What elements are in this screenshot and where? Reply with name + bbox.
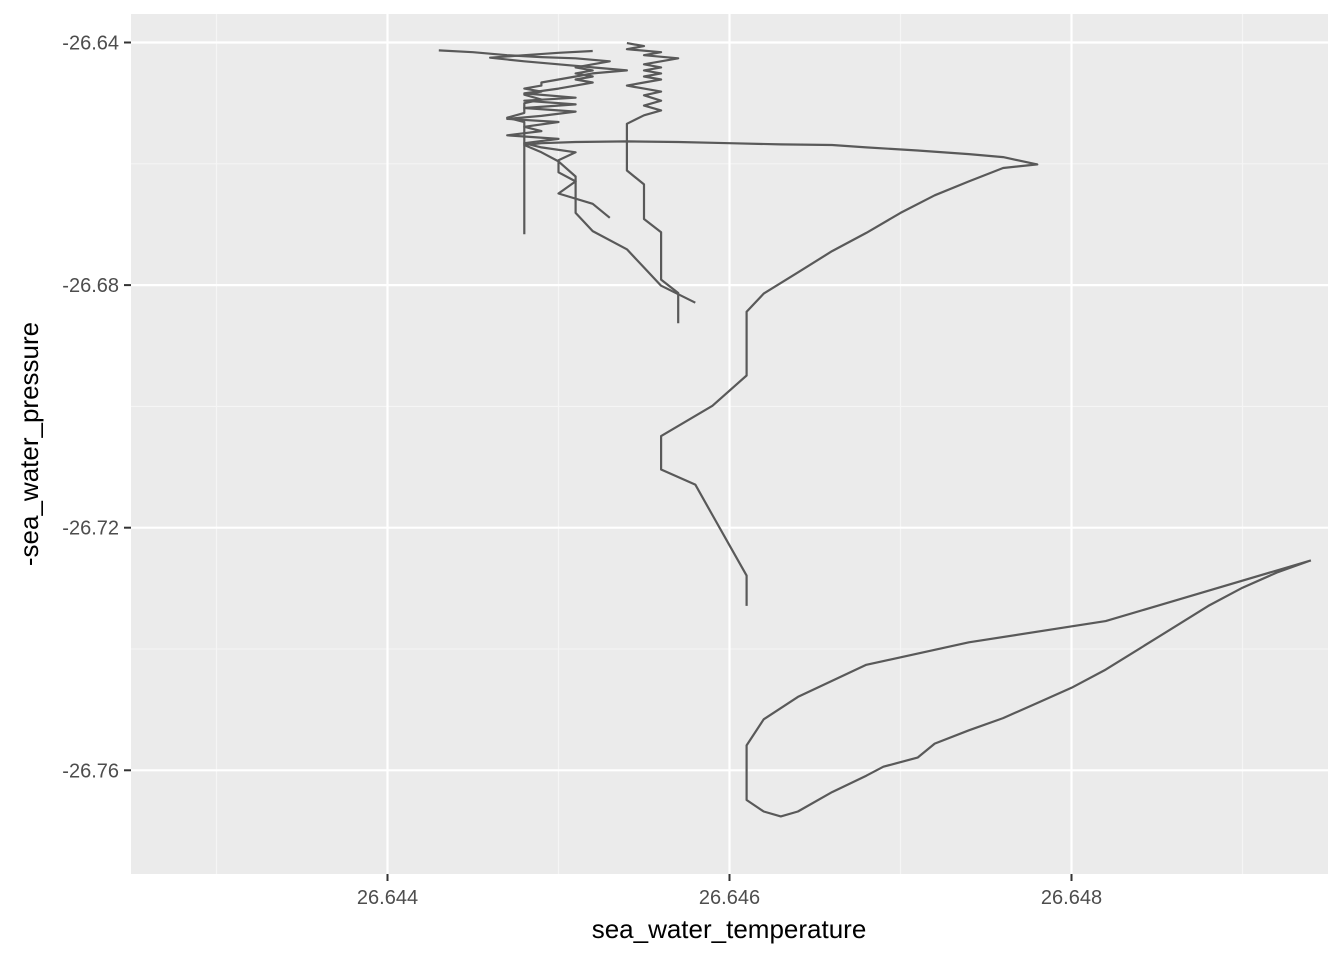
x-tick-label: 26.644 — [357, 887, 418, 909]
x-tick-label: 26.648 — [1041, 887, 1102, 909]
y-tick-label: -26.64 — [62, 33, 119, 55]
y-tick-label: -26.68 — [62, 275, 119, 297]
series-line-4 — [625, 42, 680, 324]
grid-major — [131, 14, 1328, 874]
series-line-5 — [489, 49, 628, 235]
y-axis-title: -sea_water_pressure — [14, 322, 44, 566]
axis-ticks — [124, 41, 1073, 881]
x-axis-title: sea_water_temperature — [592, 914, 867, 944]
y-tick-label: -26.72 — [62, 518, 119, 540]
series-line-3 — [438, 49, 611, 219]
axis-tick-labels: 26.644 26.646 26.648 -26.64 -26.68 -26.72 -26.… — [62, 33, 1102, 909]
series-line-1 — [745, 559, 1312, 818]
x-tick-label: 26.646 — [699, 887, 760, 909]
y-tick-label: -26.76 — [62, 760, 119, 782]
series-line-2 — [523, 140, 1039, 606]
series-layer — [438, 42, 1312, 818]
